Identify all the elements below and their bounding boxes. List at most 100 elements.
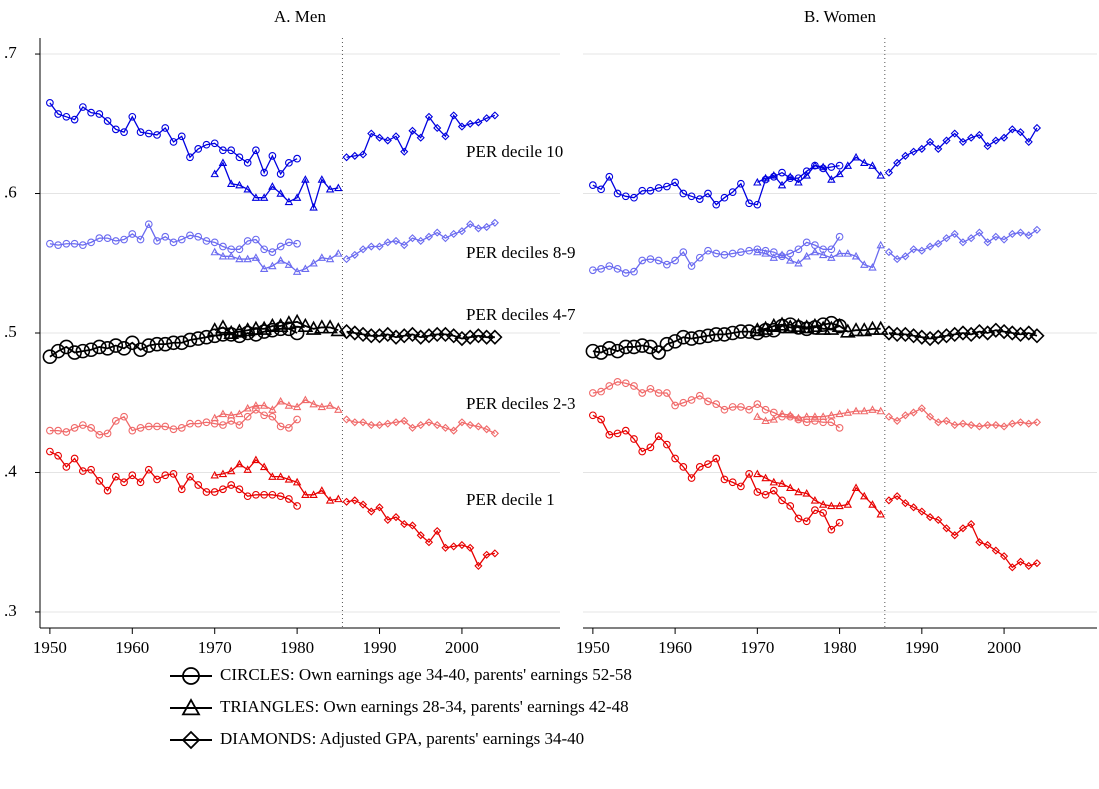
marker <box>100 341 115 356</box>
marker <box>235 459 244 468</box>
marker <box>482 425 491 434</box>
marker <box>868 500 877 508</box>
marker <box>901 151 910 160</box>
marker <box>827 163 836 171</box>
marker <box>868 263 877 271</box>
marker <box>827 253 836 261</box>
marker <box>720 475 729 484</box>
marker <box>136 423 145 432</box>
marker <box>1008 125 1017 134</box>
marker <box>676 329 691 345</box>
panel-title: B. Women <box>804 7 876 26</box>
marker <box>218 158 228 167</box>
marker <box>695 253 704 262</box>
marker <box>712 249 721 258</box>
marker <box>383 238 392 247</box>
marker <box>679 248 688 256</box>
series-line <box>757 473 882 515</box>
marker <box>893 254 902 264</box>
marker <box>239 322 256 337</box>
marker <box>737 179 745 188</box>
marker <box>1012 326 1029 343</box>
series-line <box>592 236 841 274</box>
marker <box>720 405 729 414</box>
marker <box>454 330 470 347</box>
marker <box>391 513 401 522</box>
marker <box>991 232 1000 241</box>
series-line <box>49 222 298 253</box>
marker <box>325 495 335 504</box>
marker <box>416 420 425 430</box>
marker <box>391 418 401 427</box>
marker <box>671 178 679 187</box>
marker <box>786 174 795 183</box>
marker <box>684 331 699 346</box>
marker <box>235 409 244 418</box>
marker <box>243 403 252 412</box>
marker <box>210 247 219 256</box>
marker <box>490 429 499 438</box>
legend-marker <box>181 730 201 750</box>
marker <box>999 133 1009 142</box>
marker <box>753 177 762 186</box>
marker <box>967 420 976 430</box>
marker <box>153 422 161 431</box>
marker <box>227 146 236 155</box>
marker <box>404 326 421 343</box>
marker <box>761 416 770 425</box>
marker <box>433 526 442 536</box>
marker <box>70 115 79 124</box>
marker <box>153 475 161 484</box>
marker <box>309 399 318 408</box>
marker <box>794 514 803 523</box>
marker <box>441 132 450 141</box>
marker <box>654 256 663 265</box>
marker <box>999 422 1009 431</box>
marker <box>975 228 984 237</box>
marker <box>761 249 770 257</box>
series-line <box>592 164 840 206</box>
marker <box>161 232 170 241</box>
marker <box>638 389 647 397</box>
marker <box>474 224 483 233</box>
marker <box>802 517 811 526</box>
marker <box>819 164 827 173</box>
marker <box>70 423 79 432</box>
marker <box>342 153 351 162</box>
marker <box>876 406 885 415</box>
marker <box>1008 419 1017 428</box>
marker <box>186 153 194 162</box>
marker <box>851 483 861 492</box>
marker <box>408 423 417 432</box>
marker <box>651 345 666 360</box>
marker <box>219 485 227 494</box>
marker <box>243 158 252 167</box>
marker <box>474 561 483 571</box>
marker <box>342 415 351 424</box>
marker <box>687 396 696 404</box>
marker <box>219 421 227 429</box>
marker <box>235 421 244 429</box>
marker <box>671 454 679 463</box>
marker <box>835 501 844 510</box>
marker <box>704 246 712 255</box>
marker <box>474 422 483 431</box>
marker <box>466 543 475 552</box>
marker <box>226 251 236 260</box>
marker <box>367 507 376 516</box>
series-line <box>888 127 1038 174</box>
marker <box>284 401 294 409</box>
marker <box>243 254 252 263</box>
marker <box>778 496 786 505</box>
marker <box>416 236 425 246</box>
marker <box>884 412 894 421</box>
marker <box>663 260 671 269</box>
marker <box>388 329 404 345</box>
marker <box>769 170 779 179</box>
marker <box>235 254 244 263</box>
marker <box>259 193 269 201</box>
series-line <box>757 244 882 269</box>
marker <box>786 502 795 510</box>
marker <box>268 405 277 413</box>
marker <box>210 139 219 148</box>
